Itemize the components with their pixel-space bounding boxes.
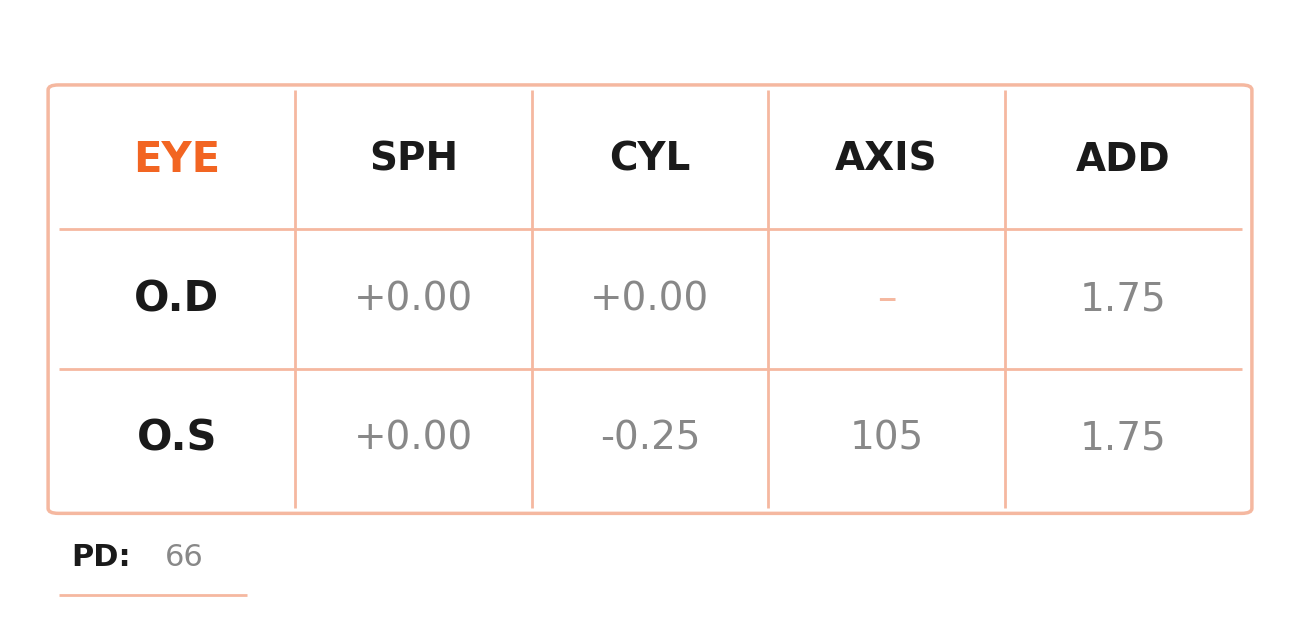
Text: O.S: O.S <box>136 418 217 459</box>
Text: O.D: O.D <box>134 278 220 320</box>
Text: 1.75: 1.75 <box>1080 280 1166 318</box>
Text: SPH: SPH <box>369 141 458 179</box>
Text: +0.00: +0.00 <box>354 280 473 318</box>
Text: -0.25: -0.25 <box>599 420 701 458</box>
Text: PD:: PD: <box>72 544 131 572</box>
Text: CYL: CYL <box>610 141 690 179</box>
Text: ADD: ADD <box>1076 141 1170 179</box>
Text: 105: 105 <box>849 420 924 458</box>
Text: –: – <box>878 280 896 318</box>
Text: EYE: EYE <box>133 139 221 180</box>
Text: +0.00: +0.00 <box>354 420 473 458</box>
Text: +0.00: +0.00 <box>590 280 710 318</box>
FancyBboxPatch shape <box>48 85 1252 513</box>
Text: 1.75: 1.75 <box>1080 420 1166 458</box>
Text: AXIS: AXIS <box>836 141 937 179</box>
Text: 66: 66 <box>165 544 204 572</box>
